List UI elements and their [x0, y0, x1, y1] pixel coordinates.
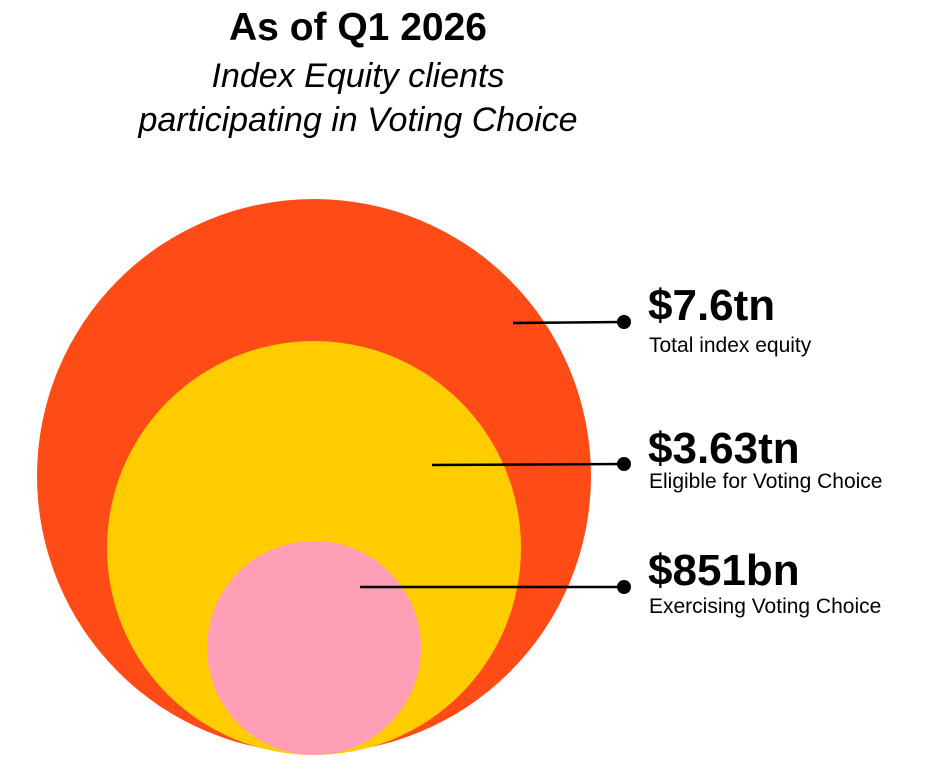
circle-exercising-voting-choice — [207, 541, 421, 755]
series-label-eligible: Eligible for Voting Choice — [649, 470, 882, 493]
series-label-total: Total index equity — [649, 334, 812, 357]
leader-dot-total — [617, 315, 631, 329]
leader-line-total — [512, 320, 625, 325]
value-label-eligible: $3.63tn — [648, 424, 800, 473]
leader-dot-exercising — [617, 580, 631, 594]
chart-title: As of Q1 2026 — [229, 6, 487, 49]
subtitle-line-2: participating in Voting Choice — [138, 101, 578, 139]
subtitle-line-1: Index Equity clients — [211, 57, 505, 95]
value-label-exercising: $851bn — [648, 546, 800, 595]
series-label-exercising: Exercising Voting Choice — [649, 595, 881, 618]
leader-dot-eligible — [617, 457, 631, 471]
value-label-total: $7.6tn — [648, 281, 775, 330]
leader-line-eligible — [431, 462, 625, 467]
chart-subtitle: Index Equity clients participating in Vo… — [0, 54, 716, 142]
